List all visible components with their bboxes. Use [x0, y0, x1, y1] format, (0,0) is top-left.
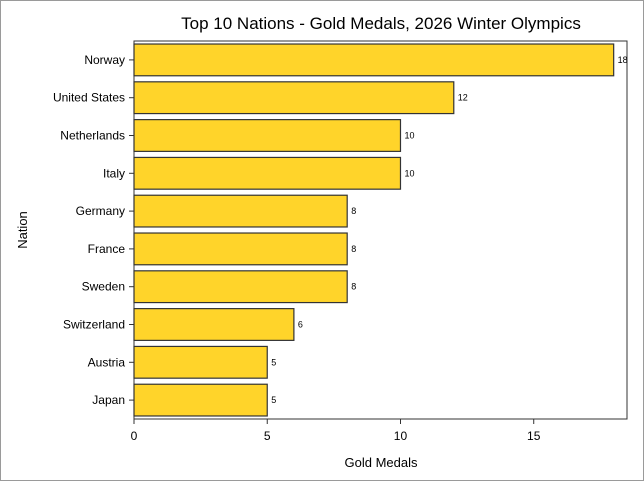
- x-tick-label: 15: [527, 429, 541, 443]
- bar-austria: [133, 345, 268, 379]
- y-axis-label: Nation: [15, 211, 30, 249]
- plot-border: [133, 40, 628, 420]
- bar-value-label: 18: [618, 55, 628, 65]
- bar-italy: [133, 156, 402, 190]
- y-tick-label: Italy: [103, 166, 125, 180]
- bar-united-states: [133, 81, 455, 115]
- bar-value-label: 8: [351, 206, 356, 216]
- y-tick-label: Japan: [92, 393, 125, 407]
- x-tick-label: 10: [394, 429, 408, 443]
- bar-germany: [133, 194, 348, 228]
- bar-value-label: 8: [351, 282, 356, 292]
- bar-switzerland: [133, 308, 295, 341]
- bar-value-label: 12: [458, 93, 468, 103]
- bar-value-label: 6: [298, 320, 303, 330]
- y-tick-label: Switzerland: [63, 318, 125, 332]
- x-tick-label: 5: [264, 429, 271, 443]
- x-tick-label: 0: [131, 429, 138, 443]
- bar-japan: [133, 383, 268, 417]
- y-tick-label: Germany: [76, 204, 125, 218]
- bar-norway: [133, 43, 615, 77]
- bar-france: [133, 232, 348, 266]
- chart-title: Top 10 Nations - Gold Medals, 2026 Winte…: [181, 14, 581, 33]
- bar-sweden: [133, 270, 348, 304]
- bar-value-label: 5: [271, 357, 276, 367]
- bar-value-label: 5: [271, 395, 276, 405]
- y-tick-label: Austria: [88, 355, 126, 369]
- y-tick-label: United States: [53, 91, 125, 105]
- plot-area: 18 Norway 12 United States 10 Netherlands 10 It…: [53, 40, 628, 443]
- y-tick-label: Netherlands: [60, 129, 125, 143]
- bar-value-label: 10: [404, 131, 414, 141]
- bar-value-label: 10: [404, 168, 414, 178]
- y-tick-label: France: [88, 242, 126, 256]
- x-axis-label: Gold Medals: [345, 455, 418, 470]
- y-tick-label: Norway: [84, 53, 125, 67]
- bar-value-label: 8: [351, 244, 356, 254]
- y-tick-label: Sweden: [82, 280, 125, 294]
- bar-netherlands: [133, 119, 402, 152]
